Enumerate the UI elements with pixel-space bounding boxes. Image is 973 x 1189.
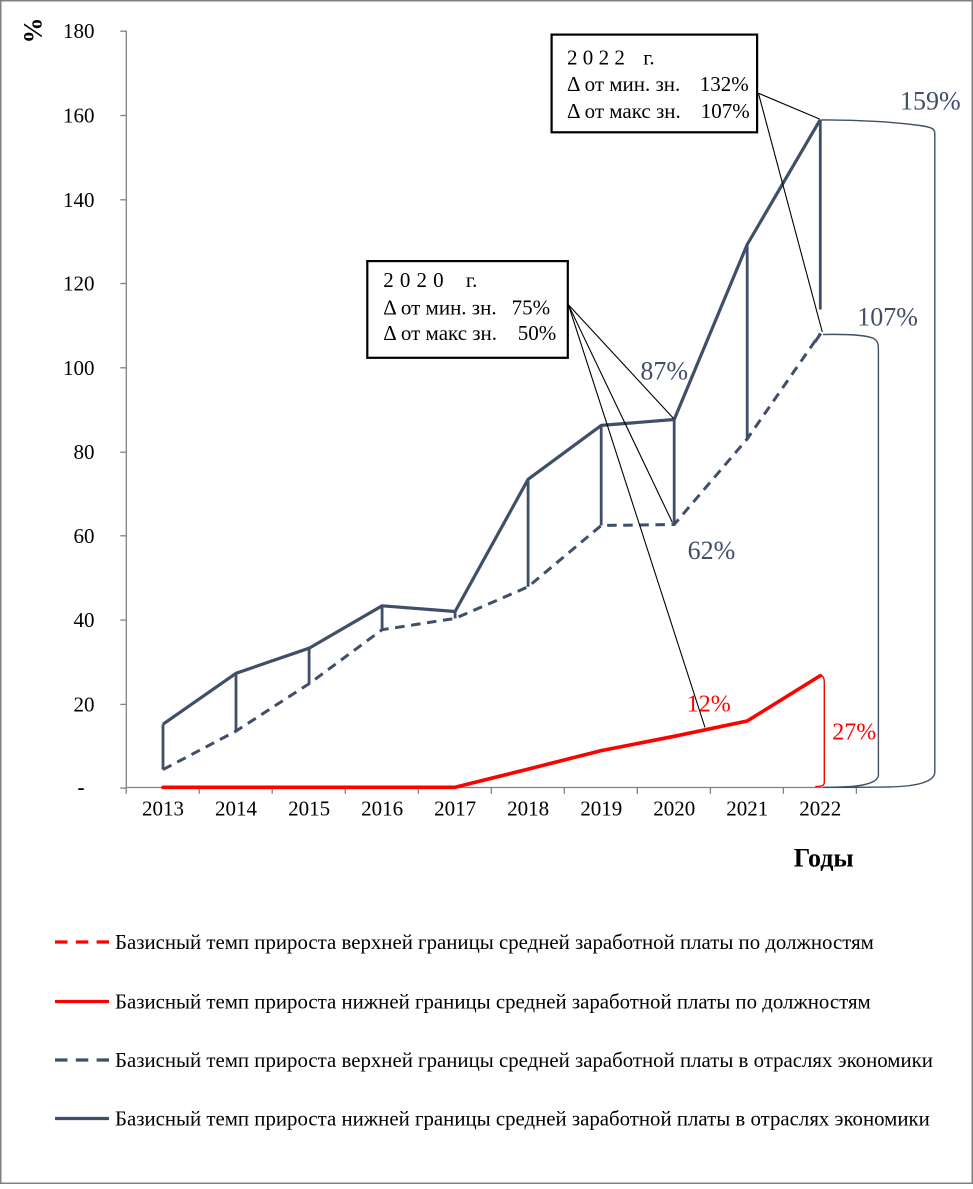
svg-text:2022: 2022 xyxy=(567,46,630,70)
svg-text:60: 60 xyxy=(74,524,95,548)
svg-text:-: - xyxy=(78,775,85,799)
svg-text:2014: 2014 xyxy=(215,797,258,821)
svg-text:2020: 2020 xyxy=(653,797,695,821)
svg-text:20: 20 xyxy=(74,692,95,716)
svg-text:Годы: Годы xyxy=(794,844,854,873)
svg-text:2016: 2016 xyxy=(361,797,403,821)
svg-text:12%: 12% xyxy=(687,691,731,717)
svg-text:2019: 2019 xyxy=(580,797,622,821)
svg-text:Δ от макс зн.: Δ от макс зн. xyxy=(383,321,497,345)
svg-text:Базисный темп прироста верхней: Базисный темп прироста верхней границы с… xyxy=(115,1048,933,1072)
svg-text:50%: 50% xyxy=(518,321,557,345)
svg-text:132%: 132% xyxy=(700,72,749,96)
svg-text:2020: 2020 xyxy=(383,268,449,292)
svg-text:%: % xyxy=(19,18,48,44)
svg-text:2022: 2022 xyxy=(799,797,841,821)
svg-text:107%: 107% xyxy=(701,99,750,123)
svg-text:120: 120 xyxy=(63,272,95,296)
svg-text:Базисный темп прироста нижней: Базисный темп прироста нижней границы ср… xyxy=(115,1107,930,1131)
svg-text:75%: 75% xyxy=(512,296,550,320)
svg-text:62%: 62% xyxy=(688,536,736,565)
svg-text:г.: г. xyxy=(466,268,478,292)
svg-text:2017: 2017 xyxy=(434,797,476,821)
svg-text:27%: 27% xyxy=(832,720,876,746)
svg-text:2015: 2015 xyxy=(288,797,330,821)
svg-text:Δ от мин. зн.: Δ от мин. зн. xyxy=(567,72,680,96)
svg-text:160: 160 xyxy=(63,104,95,128)
svg-text:80: 80 xyxy=(74,440,95,464)
svg-text:Δ от макс зн.: Δ от макс зн. xyxy=(567,99,681,123)
svg-text:140: 140 xyxy=(63,188,95,212)
svg-text:180: 180 xyxy=(63,19,95,43)
svg-text:Базисный темп прироста верхней: Базисный темп прироста верхней границы с… xyxy=(115,930,874,954)
svg-text:2013: 2013 xyxy=(142,797,184,821)
svg-text:Δ от мин. зн.: Δ от мин. зн. xyxy=(383,296,496,320)
svg-text:Базисный темп прироста нижней: Базисный темп прироста нижней границы ср… xyxy=(115,990,871,1014)
svg-text:40: 40 xyxy=(74,608,95,632)
svg-text:107%: 107% xyxy=(857,302,918,331)
svg-text:г.: г. xyxy=(643,46,655,70)
svg-text:100: 100 xyxy=(63,356,95,380)
svg-text:2021: 2021 xyxy=(726,797,768,821)
svg-text:159%: 159% xyxy=(900,87,961,116)
svg-text:2018: 2018 xyxy=(507,797,549,821)
svg-text:87%: 87% xyxy=(640,357,688,386)
